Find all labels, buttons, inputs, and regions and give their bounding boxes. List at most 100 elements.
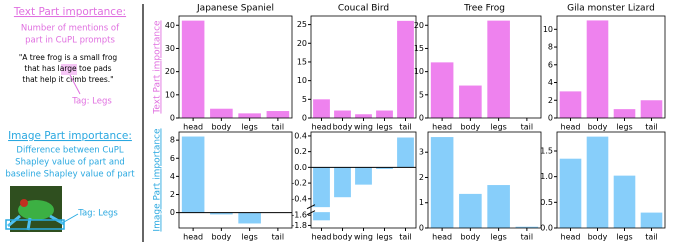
y-tick-label: 0.5 [540,198,553,207]
bar [210,212,233,215]
bar [238,113,261,118]
x-tick-label: wing [354,123,373,132]
chart-title: Japanese Spaniel [196,4,274,14]
y-tick-label: 1.0 [540,172,553,181]
y-tick-label: 25 [297,20,307,29]
x-tick-label: tail [645,123,657,132]
y-tick-label: 15 [297,57,307,66]
bar [515,226,539,228]
x-tick-label: tail [399,233,411,242]
bar [355,114,372,118]
image-desc: baseline Shapley value of part [5,170,135,180]
bar [210,108,233,118]
x-tick-label: legs [490,123,506,132]
y-tick-label: 5 [419,90,424,99]
left-panel: Text Part importance: Number of mentions… [5,6,135,232]
x-tick-label: head [183,233,203,242]
bar [266,111,290,118]
y-tick-label: 30 [165,44,175,53]
y-tick-label: 0.4 [294,131,307,140]
plot-frame [178,131,293,229]
x-tick-label: body [211,233,231,242]
x-tick-label: head [312,123,332,132]
text-desc: part in CuPL prompts [25,36,115,46]
bar [586,20,609,118]
bar [238,212,261,224]
x-tick-label: tail [645,233,657,242]
y-tick-label: 8 [170,136,175,145]
text-title: Text Part importance: [13,6,126,18]
text-desc: Number of mentions of [21,24,120,34]
x-tick-label: head [432,233,452,242]
y-tick-label: 2 [170,190,175,199]
y-tick-label: -0.4 [291,194,307,203]
bar [430,62,454,118]
image-title: Image Part importance: [8,130,132,142]
y-tick-label: 20 [165,67,175,76]
bar [334,167,351,198]
x-tick-label: head [312,233,332,242]
y-tick-label: 0 [548,114,553,123]
x-tick-label: body [333,123,353,132]
bar [613,109,636,118]
y-tick-label: -1.6 [291,211,307,220]
image-tag: Tag: Legs [77,209,118,219]
y-tick-label: 40 [165,21,175,30]
plot-frame [178,15,293,119]
y-tick-label: 2 [548,96,553,105]
bar [430,137,454,228]
quote: "A tree frog is a small frog [19,53,118,62]
y-tick-label: 0 [419,224,424,233]
text-tag: Tag: Legs [71,97,112,107]
y-tick-label: 10 [165,90,175,99]
x-tick-label: body [460,123,480,132]
x-tick-label: body [460,233,480,242]
x-tick-label: legs [490,233,506,242]
bar [586,136,609,228]
bar [397,137,414,168]
y-tick-label: 2 [419,173,424,182]
highlight [61,64,77,75]
x-tick-label: body [211,123,231,132]
y-tick-label: 0 [302,114,307,123]
x-tick-label: body [588,233,608,242]
bar [459,193,482,228]
plot-frame [556,15,666,119]
bar [376,110,393,118]
image-desc: Shapley value of part and [15,158,125,168]
bar [355,167,372,185]
y-tick-label: 1 [419,198,424,207]
y-tick-label: 0 [170,114,175,123]
chart-title: Gila monster Lizard [567,4,655,14]
plot-frame [556,131,666,229]
bar [376,167,393,169]
y-tick-label: 20 [414,21,424,30]
x-tick-label: legs [616,123,632,132]
y-tick-label: 0.2 [294,147,307,156]
image-desc: Difference between CuPL [16,146,123,156]
x-tick-label: legs [241,123,257,132]
y-tick-label: 10 [414,67,424,76]
x-tick-label: legs [376,123,392,132]
y-tick-label: -0.2 [291,179,307,188]
bar [640,100,663,118]
bar [559,91,582,118]
quote: that help it climb trees." [22,75,113,84]
y-axis-label: Text Part importance [153,20,163,115]
x-tick-label: tail [521,123,533,132]
y-tick-label: 5 [302,95,307,104]
y-tick-label: 15 [414,44,424,53]
bar [313,167,330,221]
plot-frame [310,15,417,119]
x-tick-label: legs [376,233,392,242]
plot-frame [310,131,417,229]
tag-line [63,213,79,223]
tag-line [69,74,81,95]
plot-frame [427,15,542,119]
bar [181,136,205,213]
bar [487,20,510,118]
y-tick-label: 10 [543,25,553,34]
bar [334,110,351,118]
x-tick-label: tail [521,233,533,242]
